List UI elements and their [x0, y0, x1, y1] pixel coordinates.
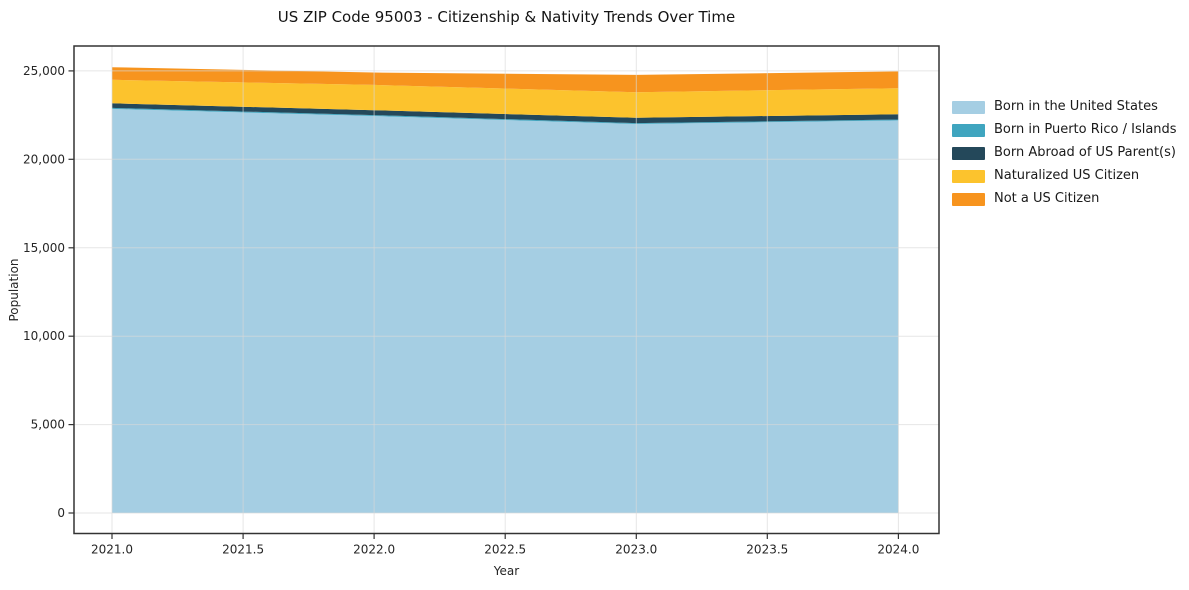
legend-label: Born in the United States: [994, 99, 1158, 114]
y-tick-label: 20,000: [23, 152, 65, 166]
y-axis-label: Population: [7, 258, 21, 322]
area-series-2: [112, 103, 899, 124]
y-tick-label: 0: [57, 506, 65, 520]
y-tick-label: 5,000: [31, 418, 65, 432]
y-tick-label: 10,000: [23, 329, 65, 343]
x-tick-label: 2021.0: [91, 543, 133, 557]
legend-swatch-icon: [952, 192, 985, 206]
legend-item: Born in the United States: [952, 100, 1177, 114]
legend-item: Not a US Citizen: [952, 192, 1177, 206]
legend-item: Born in Puerto Rico / Islands: [952, 123, 1177, 137]
x-tick-label: 2021.5: [222, 543, 264, 557]
legend-label: Not a US Citizen: [994, 191, 1100, 206]
legend-item: Born Abroad of US Parent(s): [952, 146, 1177, 160]
legend-item: Naturalized US Citizen: [952, 169, 1177, 183]
x-tick-label: 2023.0: [615, 543, 657, 557]
x-tick-label: 2024.0: [877, 543, 919, 557]
legend-swatch-icon: [952, 169, 985, 183]
x-tick-label: 2023.5: [746, 543, 788, 557]
legend-swatch-icon: [952, 146, 985, 160]
legend: Born in the United States Born in Puerto…: [952, 100, 1177, 206]
legend-label: Born in Puerto Rico / Islands: [994, 122, 1177, 137]
y-tick-label: 15,000: [23, 241, 65, 255]
legend-swatch-icon: [952, 123, 985, 137]
legend-label: Born Abroad of US Parent(s): [994, 145, 1176, 160]
legend-label: Naturalized US Citizen: [994, 168, 1140, 183]
x-tick-label: 2022.0: [353, 543, 395, 557]
x-axis-label: Year: [493, 564, 520, 578]
legend-swatch-icon: [952, 100, 985, 114]
chart-title: US ZIP Code 95003 - Citizenship & Nativi…: [277, 8, 736, 26]
axes-spines: [73, 45, 940, 535]
y-tick-label: 25,000: [23, 64, 65, 78]
x-tick-label: 2022.5: [484, 543, 526, 557]
